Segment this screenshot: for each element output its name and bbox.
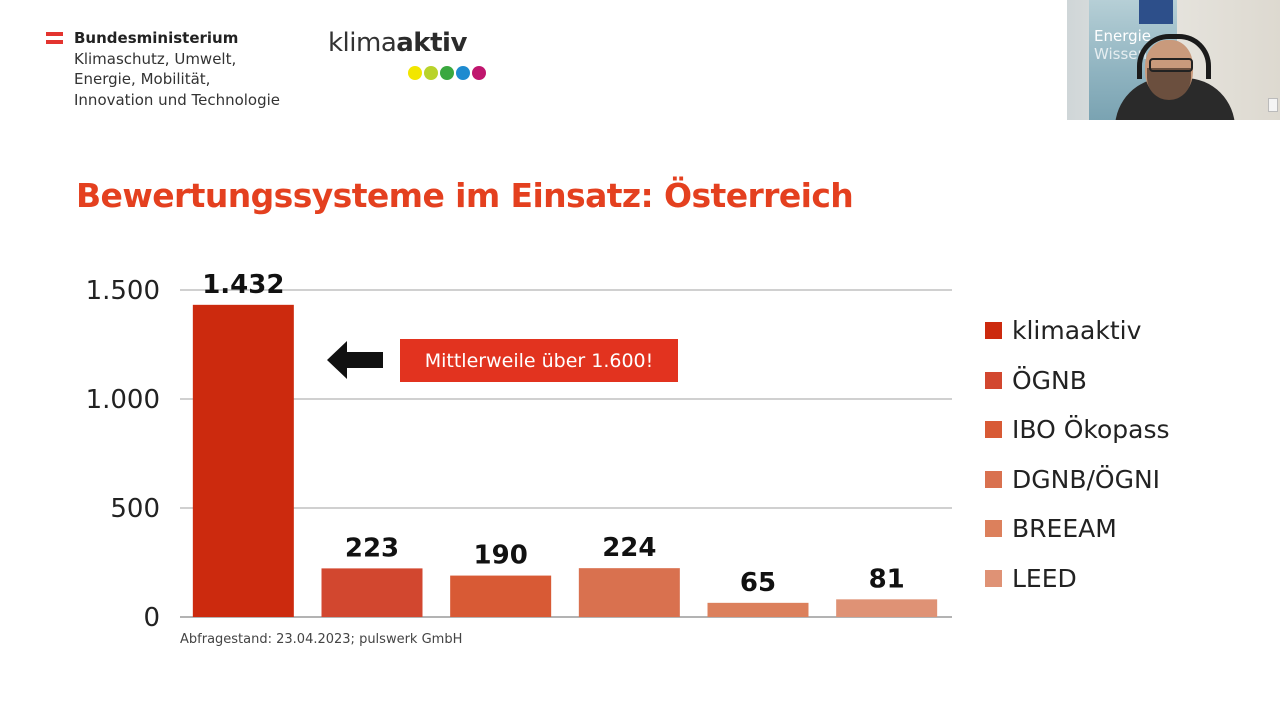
chart-legend: klimaaktiv ÖGNB IBO Ökopass DGNB/ÖGNI BREEAM…	[985, 306, 1170, 603]
banner-text-line: Wissen	[1094, 45, 1148, 63]
legend-item: klimaaktiv	[985, 306, 1170, 356]
bar-value-label: 1.432	[202, 270, 284, 300]
logo-dots	[408, 66, 486, 80]
logo-dot	[472, 66, 486, 80]
legend-label: IBO Ökopass	[1012, 415, 1170, 445]
bar-value-label: 223	[345, 533, 399, 563]
austria-flag-icon	[46, 32, 63, 44]
bar-3	[578, 568, 680, 617]
logo-dot	[456, 66, 470, 80]
legend-swatch	[985, 520, 1002, 538]
bar-5	[836, 599, 938, 617]
webcam-video: Energie Wissen	[1067, 0, 1280, 120]
legend-item: ÖGNB	[985, 356, 1170, 406]
wall-switch	[1268, 98, 1278, 112]
ministry-line: Bundesministerium	[74, 29, 239, 47]
y-tick-label: 0	[143, 603, 160, 633]
legend-swatch	[985, 371, 1002, 389]
logo-dot	[440, 66, 454, 80]
legend-label: ÖGNB	[1012, 365, 1087, 395]
banner-text-line: Energie	[1094, 27, 1152, 45]
legend-item: IBO Ökopass	[985, 405, 1170, 455]
bar-value-label: 81	[869, 564, 905, 594]
bar-value-label: 65	[740, 568, 776, 598]
y-tick-label: 1.500	[86, 276, 160, 306]
legend-swatch	[985, 470, 1002, 488]
glasses-icon	[1149, 58, 1193, 72]
callout-box: Mittlerweile über 1.600!	[400, 339, 678, 382]
source-note: Abfragestand: 23.04.2023; pulswerk GmbH	[180, 632, 463, 647]
ministry-name: Bundesministerium Klimaschutz, Umwelt, E…	[74, 28, 280, 110]
ministry-line: Klimaschutz, Umwelt,	[74, 49, 237, 68]
bar-4	[707, 602, 809, 617]
logo-word-bold: aktiv	[396, 28, 467, 58]
bar-value-label: 190	[474, 541, 528, 571]
legend-item: DGNB/ÖGNI	[985, 455, 1170, 505]
slide-title: Bewertungssysteme im Einsatz: Österreich	[76, 176, 854, 215]
legend-label: LEED	[1012, 563, 1077, 593]
legend-item: LEED	[985, 554, 1170, 604]
bar-0	[192, 304, 294, 617]
ministry-logo: Bundesministerium Klimaschutz, Umwelt, E…	[46, 28, 280, 110]
headset-icon	[1137, 34, 1211, 79]
y-tick-label: 500	[110, 494, 160, 524]
bar-value-label: 224	[602, 533, 656, 563]
bar-2	[450, 575, 552, 617]
legend-swatch	[985, 322, 1002, 340]
klimaaktiv-logo: klimaaktiv	[328, 28, 486, 80]
legend-item: BREEAM	[985, 504, 1170, 554]
banner-badge	[1139, 0, 1173, 24]
logo-dot	[408, 66, 422, 80]
y-tick-label: 1.000	[86, 385, 160, 415]
arrow-left-icon	[327, 341, 383, 379]
ministry-line: Energie, Mobilität,	[74, 70, 211, 88]
ministry-line: Innovation und Technologie	[74, 90, 281, 109]
logo-word-light: klima	[328, 28, 397, 58]
legend-label: DGNB/ÖGNI	[1012, 464, 1161, 494]
legend-swatch	[985, 421, 1002, 439]
banner-text: Energie Wissen	[1094, 27, 1151, 63]
bar-1	[321, 568, 423, 617]
logo-dot	[424, 66, 438, 80]
legend-swatch	[985, 569, 1002, 587]
legend-label: klimaaktiv	[1012, 316, 1142, 346]
legend-label: BREEAM	[1012, 514, 1117, 544]
